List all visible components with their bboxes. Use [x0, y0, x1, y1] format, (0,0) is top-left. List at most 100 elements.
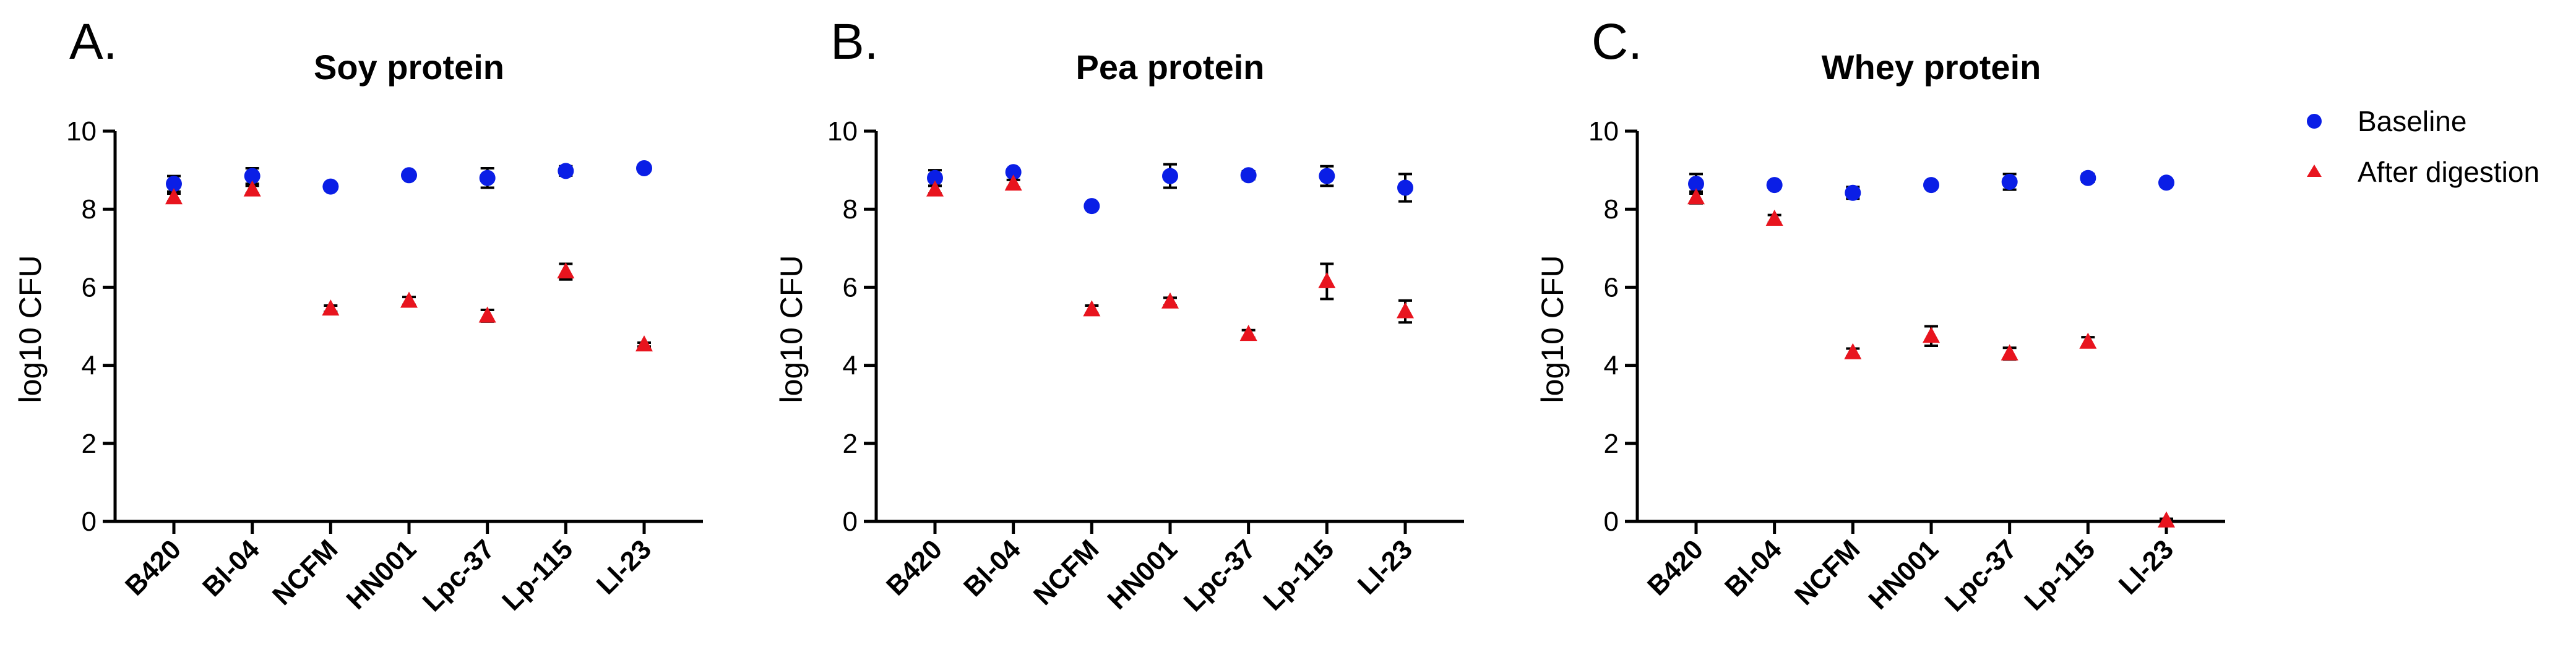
legend-after-digestion-marker — [2307, 165, 2322, 177]
y-tick-label-c: 0 — [1604, 507, 1619, 537]
y-tick-label-a: 6 — [82, 272, 97, 302]
x-category-label-a: HN001 — [341, 534, 422, 615]
x-category-label-a: NCFM — [267, 534, 344, 611]
x-category-label-b: Bl-04 — [958, 534, 1027, 602]
point-baseline-c — [1923, 177, 1939, 194]
point-after-digestion-b — [1397, 302, 1414, 319]
x-category-label-c: Lpc-37 — [1939, 534, 2023, 617]
x-category-label-b: Lp-115 — [1257, 534, 1340, 616]
point-after-digestion-b — [1083, 300, 1101, 317]
point-baseline-b — [1083, 198, 1100, 215]
point-after-digestion-a — [478, 306, 496, 323]
point-baseline-c — [1845, 184, 1861, 201]
x-category-label-a: Bl-04 — [197, 534, 265, 602]
point-after-digestion-a — [635, 335, 653, 352]
y-axis-label-b: log10 CFU — [774, 255, 809, 403]
y-tick-label-b: 2 — [843, 429, 858, 459]
y-axis-label-a: log10 CFU — [13, 255, 48, 403]
legend-baseline-label: Baseline — [2358, 105, 2466, 137]
point-baseline-a — [558, 163, 574, 179]
y-tick-label-a: 4 — [82, 351, 97, 381]
x-category-label-b: NCFM — [1028, 534, 1105, 611]
y-tick-label-b: 8 — [843, 194, 858, 225]
point-after-digestion-c — [1923, 327, 1940, 343]
point-baseline-b — [1162, 168, 1178, 184]
point-baseline-a — [479, 169, 496, 186]
y-tick-label-c: 6 — [1604, 272, 1619, 302]
x-category-label-c: HN001 — [1863, 534, 1944, 615]
y-tick-label-c: 4 — [1604, 351, 1619, 381]
x-category-label-c: Lp-115 — [2018, 534, 2101, 616]
point-baseline-a — [244, 168, 261, 184]
point-baseline-b — [1397, 179, 1413, 196]
point-after-digestion-b — [1239, 325, 1257, 341]
panel-letter-a: A. — [69, 14, 117, 70]
point-baseline-b — [1005, 164, 1022, 181]
point-baseline-c — [2080, 169, 2096, 186]
panel-title-b: Pea protein — [1076, 48, 1265, 87]
legend-baseline-marker — [2307, 114, 2322, 129]
x-category-label-b: HN001 — [1102, 534, 1183, 615]
x-category-label-c: B420 — [1642, 534, 1709, 601]
point-baseline-b — [1240, 167, 1257, 184]
x-category-label-b: B420 — [881, 534, 948, 601]
x-category-label-c: Bl-04 — [1719, 534, 1788, 602]
y-tick-label-a: 2 — [82, 429, 97, 459]
panel-title-a: Soy protein — [314, 48, 504, 87]
point-after-digestion-c — [1765, 209, 1783, 226]
x-category-label-a: Ll-23 — [591, 534, 657, 600]
y-tick-label-b: 10 — [827, 116, 858, 147]
y-tick-label-b: 0 — [843, 507, 858, 537]
point-baseline-c — [2158, 174, 2174, 191]
x-category-label-a: B420 — [119, 534, 187, 601]
point-after-digestion-a — [165, 188, 183, 205]
y-tick-label-a: 10 — [66, 116, 97, 147]
y-tick-label-c: 10 — [1588, 116, 1619, 147]
point-after-digestion-c — [1687, 188, 1705, 205]
legend-after-digestion-label: After digestion — [2358, 156, 2539, 188]
y-tick-label-c: 8 — [1604, 194, 1619, 225]
panel-b: B. Pea protein log10 CFU 0 2 4 6 8 10 B420 Bl-0… — [774, 14, 1464, 617]
point-after-digestion-c — [2079, 332, 2097, 349]
point-baseline-b — [927, 169, 943, 186]
x-category-label-a: Lpc-37 — [417, 534, 501, 617]
legend: Baseline After digestion — [2307, 105, 2539, 188]
point-baseline-a — [401, 167, 417, 184]
point-after-digestion-b — [1318, 272, 1336, 288]
x-category-label-c: NCFM — [1789, 534, 1866, 611]
y-tick-label-b: 6 — [843, 272, 858, 302]
y-tick-label-a: 0 — [82, 507, 97, 537]
point-after-digestion-c — [2158, 511, 2175, 528]
point-baseline-c — [2001, 174, 2018, 191]
point-after-digestion-c — [1844, 343, 1862, 359]
panel-a: A. Soy protein log10 CFU 0 2 4 6 8 10 B420 Bl-0… — [13, 14, 703, 617]
point-after-digestion-c — [2001, 344, 2018, 361]
point-after-digestion-a — [557, 262, 575, 279]
panel-c: C. Whey protein log10 CFU 0 2 4 6 8 10 B420 Bl-… — [1535, 14, 2225, 617]
panel-title-c: Whey protein — [1822, 48, 2041, 87]
x-category-label-b: Lpc-37 — [1178, 534, 1262, 617]
x-category-label-c: Ll-23 — [2113, 534, 2179, 600]
point-after-digestion-b — [926, 180, 944, 197]
y-tick-label-a: 8 — [82, 194, 97, 225]
point-after-digestion-a — [322, 299, 340, 316]
y-tick-label-c: 2 — [1604, 429, 1619, 459]
panel-letter-b: B. — [830, 14, 878, 70]
y-tick-label-b: 4 — [843, 351, 858, 381]
point-after-digestion-a — [243, 180, 261, 197]
point-baseline-a — [636, 160, 652, 176]
point-after-digestion-a — [400, 291, 418, 308]
point-baseline-b — [1319, 168, 1335, 184]
panel-letter-c: C. — [1592, 14, 1642, 70]
y-axis-label-c: log10 CFU — [1535, 255, 1570, 403]
point-after-digestion-b — [1161, 292, 1179, 309]
point-baseline-c — [1766, 177, 1783, 194]
point-after-digestion-b — [1004, 174, 1022, 191]
point-baseline-c — [1688, 176, 1704, 192]
x-category-label-b: Ll-23 — [1352, 534, 1418, 600]
point-baseline-a — [322, 178, 339, 195]
